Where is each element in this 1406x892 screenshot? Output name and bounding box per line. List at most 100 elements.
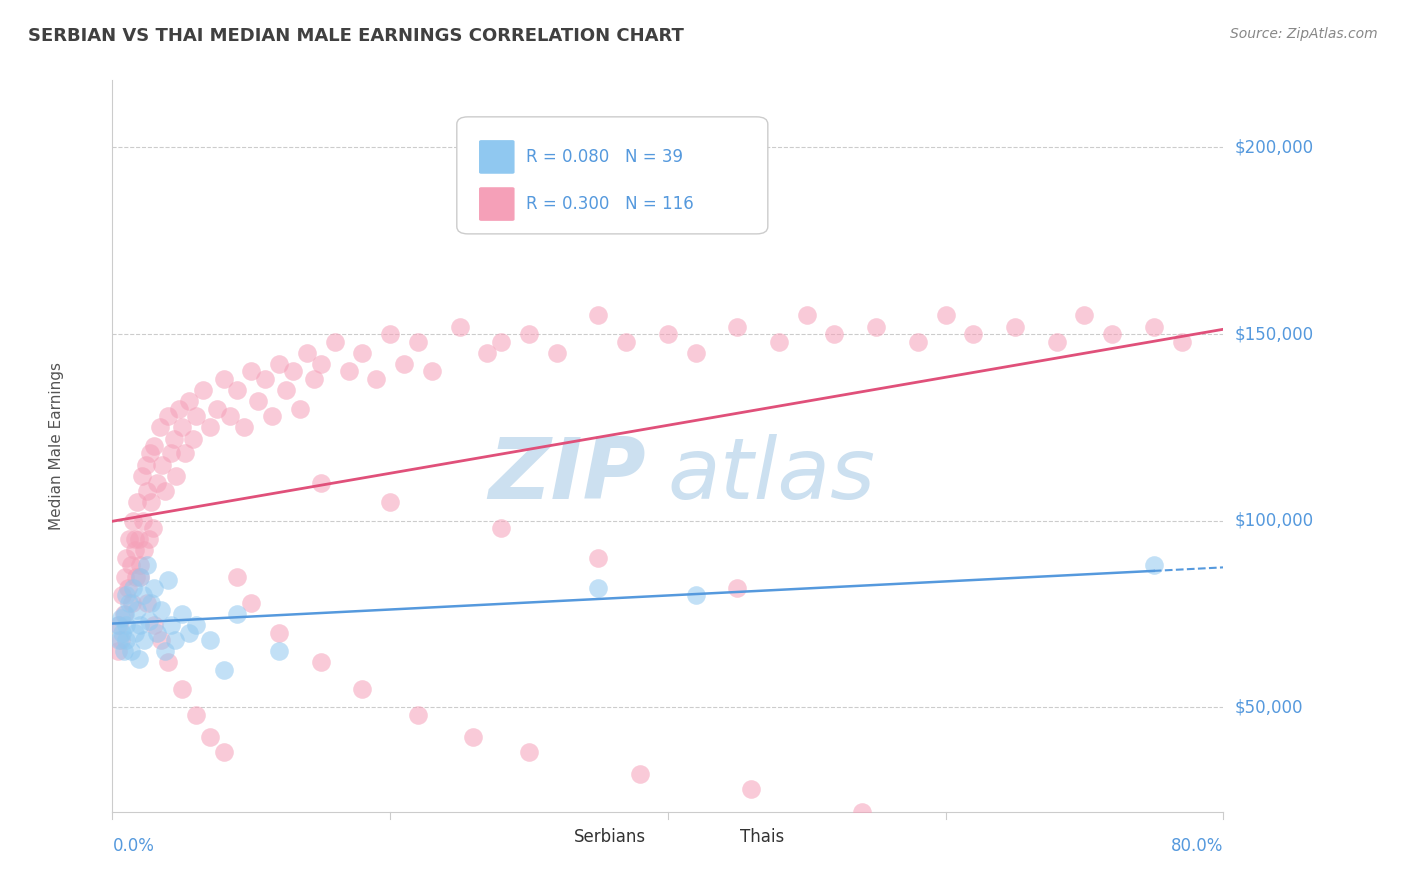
Point bbox=[118, 533, 141, 547]
Point bbox=[128, 533, 150, 547]
Point bbox=[768, 334, 790, 349]
Point bbox=[170, 420, 193, 434]
Point bbox=[517, 745, 540, 759]
Point bbox=[865, 319, 887, 334]
Point bbox=[628, 767, 651, 781]
Point bbox=[212, 372, 235, 386]
Point bbox=[132, 514, 155, 528]
Point bbox=[125, 569, 148, 583]
Point bbox=[288, 401, 311, 416]
Text: Source: ZipAtlas.com: Source: ZipAtlas.com bbox=[1230, 27, 1378, 41]
Point bbox=[112, 607, 135, 621]
Point bbox=[127, 495, 149, 509]
Point bbox=[170, 607, 193, 621]
Point bbox=[173, 446, 195, 460]
Point bbox=[139, 446, 162, 460]
Point bbox=[155, 483, 177, 498]
Point bbox=[851, 805, 873, 819]
Point bbox=[141, 596, 163, 610]
Text: Median Male Earnings: Median Male Earnings bbox=[49, 362, 65, 530]
FancyBboxPatch shape bbox=[479, 140, 515, 174]
Point bbox=[136, 558, 159, 573]
Point bbox=[132, 588, 155, 602]
Point bbox=[121, 596, 143, 610]
Point bbox=[184, 409, 207, 424]
Point bbox=[107, 644, 129, 658]
Point bbox=[124, 625, 146, 640]
Point bbox=[725, 319, 748, 334]
Point bbox=[146, 625, 169, 640]
Point bbox=[115, 618, 138, 632]
Point bbox=[111, 625, 134, 640]
Point bbox=[420, 364, 443, 378]
Point bbox=[588, 581, 610, 595]
Point bbox=[136, 596, 159, 610]
Point bbox=[150, 603, 173, 617]
Point bbox=[226, 607, 249, 621]
Point bbox=[177, 625, 200, 640]
Point bbox=[143, 581, 166, 595]
Point bbox=[150, 633, 173, 648]
Text: Thais: Thais bbox=[740, 829, 785, 847]
Text: atlas: atlas bbox=[668, 434, 876, 516]
Point bbox=[124, 533, 146, 547]
Text: ZIP: ZIP bbox=[488, 434, 645, 516]
Text: Serbians: Serbians bbox=[574, 829, 645, 847]
Point bbox=[129, 558, 152, 573]
Point bbox=[143, 439, 166, 453]
Point bbox=[1073, 309, 1095, 323]
Point bbox=[124, 543, 146, 558]
Point bbox=[115, 588, 138, 602]
Point bbox=[1143, 319, 1166, 334]
FancyBboxPatch shape bbox=[457, 117, 768, 234]
Point bbox=[157, 409, 180, 424]
Point bbox=[685, 345, 707, 359]
Point bbox=[337, 364, 360, 378]
Point bbox=[614, 334, 637, 349]
Point bbox=[122, 514, 145, 528]
FancyBboxPatch shape bbox=[704, 825, 734, 850]
FancyBboxPatch shape bbox=[538, 825, 567, 850]
Point bbox=[267, 625, 291, 640]
Point bbox=[159, 446, 181, 460]
Point bbox=[267, 357, 291, 371]
Point bbox=[254, 372, 277, 386]
Point bbox=[1101, 326, 1123, 341]
Point bbox=[934, 309, 956, 323]
Point bbox=[546, 345, 568, 359]
Point bbox=[122, 581, 145, 595]
Point bbox=[657, 326, 679, 341]
Point bbox=[281, 364, 304, 378]
Point bbox=[159, 618, 181, 632]
Point bbox=[108, 618, 131, 632]
Point bbox=[184, 618, 207, 632]
Point bbox=[198, 420, 221, 434]
Point bbox=[212, 663, 235, 677]
Point bbox=[118, 596, 141, 610]
Point bbox=[191, 383, 214, 397]
Point bbox=[309, 476, 332, 491]
Point bbox=[352, 345, 374, 359]
Point bbox=[110, 610, 132, 624]
Point bbox=[114, 569, 136, 583]
Point bbox=[127, 603, 149, 617]
Point bbox=[685, 588, 707, 602]
Point bbox=[114, 607, 136, 621]
Text: $50,000: $50,000 bbox=[1234, 698, 1303, 716]
Point bbox=[380, 326, 402, 341]
Point bbox=[112, 644, 135, 658]
Point bbox=[588, 551, 610, 566]
Point bbox=[740, 782, 762, 797]
Point bbox=[167, 401, 190, 416]
Point bbox=[262, 409, 284, 424]
Point bbox=[212, 745, 235, 759]
Point bbox=[1045, 334, 1069, 349]
Point bbox=[240, 364, 263, 378]
Point bbox=[134, 633, 156, 648]
Point bbox=[198, 730, 221, 744]
Point bbox=[247, 394, 270, 409]
Point bbox=[198, 633, 221, 648]
Point bbox=[477, 345, 499, 359]
Point bbox=[111, 588, 134, 602]
Point bbox=[962, 326, 984, 341]
